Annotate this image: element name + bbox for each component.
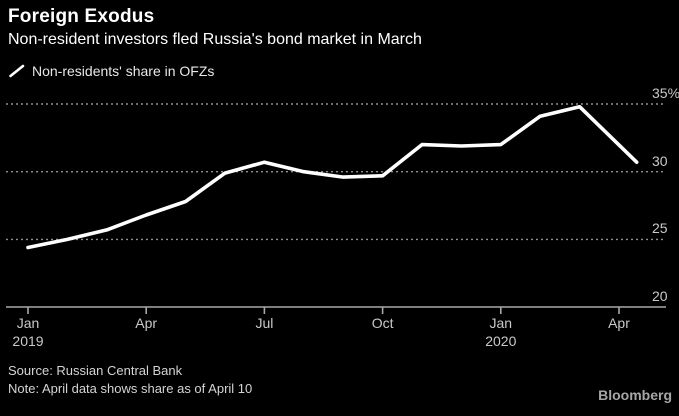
x-tick-label: Jan 2019: [0, 314, 56, 350]
x-tick-year-label: 2020: [485, 333, 517, 349]
x-tick-label: Jan 2020: [473, 314, 529, 350]
line-swatch-icon: [9, 64, 25, 78]
y-tick-label: 20: [652, 288, 668, 305]
x-tick-label: Apr: [608, 315, 630, 331]
source-note: Source: Russian Central Bank Note: April…: [8, 362, 252, 398]
x-tick-label: Jul: [255, 315, 274, 331]
y-tick-label: 25: [652, 220, 668, 237]
note-line: Note: April data shows share as of April…: [8, 381, 253, 396]
x-tick-label: Oct: [371, 315, 394, 331]
x-tick-year-label: 2019: [12, 333, 44, 349]
chart-subtitle: Non-resident investors fled Russia's bon…: [8, 31, 422, 48]
page-title: Foreign Exodus: [8, 6, 155, 27]
x-tick-label: Apr: [135, 315, 158, 331]
y-tick-label: 35%: [652, 85, 679, 101]
series-line: [26, 104, 639, 250]
bloomberg-logo: Bloomberg: [598, 387, 672, 403]
source-line: Source: Russian Central Bank: [8, 363, 183, 378]
legend-label: Non-residents' share in OFZs: [32, 63, 215, 79]
y-tick-label: 30: [652, 152, 668, 169]
chart-legend: Non-residents' share in OFZs: [9, 63, 214, 79]
